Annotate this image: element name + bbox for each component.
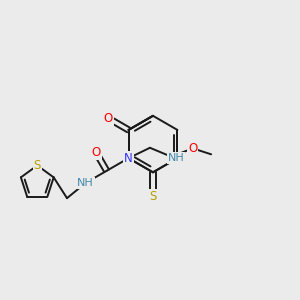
Text: N: N xyxy=(124,152,133,165)
Text: O: O xyxy=(188,142,197,155)
Text: NH: NH xyxy=(77,178,94,188)
Text: S: S xyxy=(34,159,41,172)
Text: NH: NH xyxy=(168,153,184,163)
Text: S: S xyxy=(149,190,157,203)
Text: O: O xyxy=(104,112,113,125)
Text: O: O xyxy=(91,146,101,159)
